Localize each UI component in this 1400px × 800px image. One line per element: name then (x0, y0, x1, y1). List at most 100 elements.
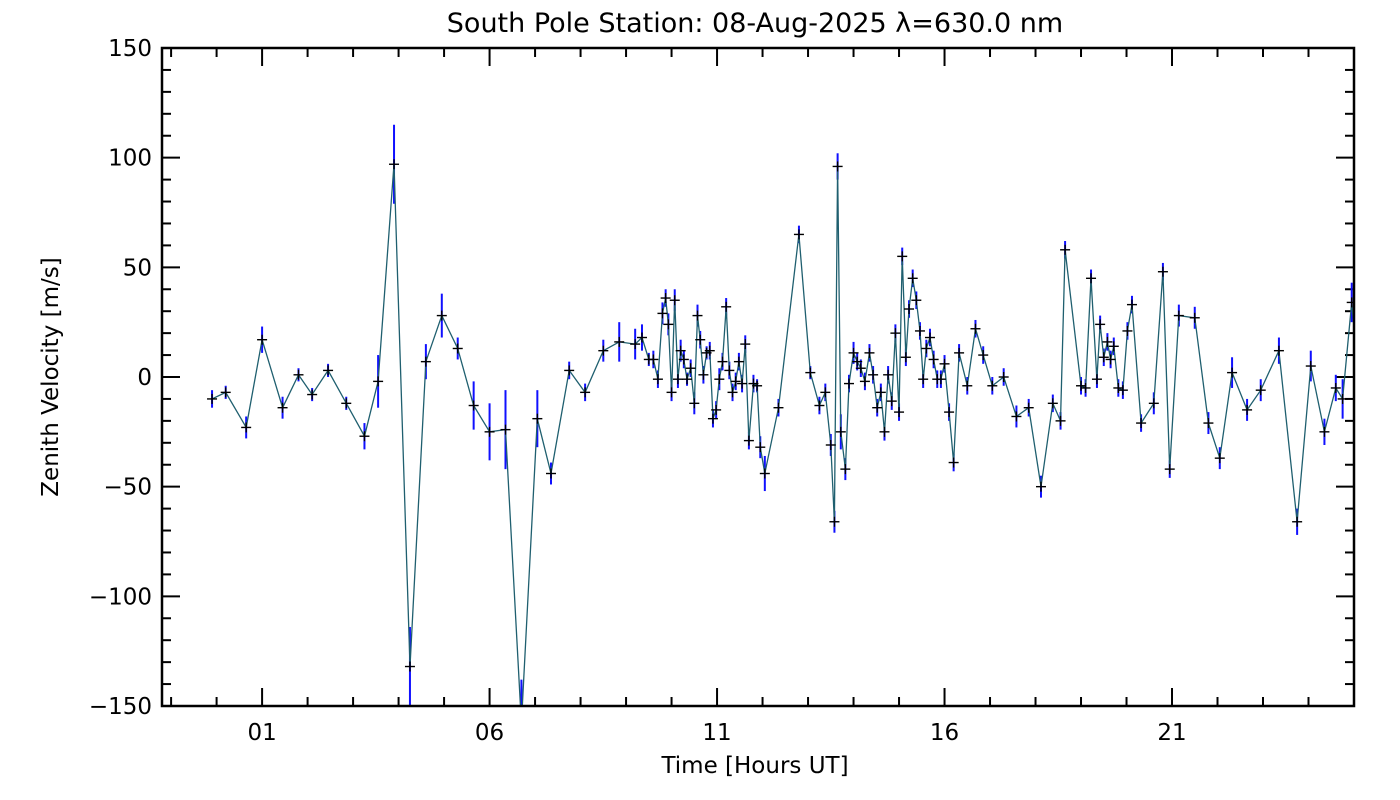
data-point-marker (545, 468, 556, 479)
data-point-marker (1086, 273, 1097, 284)
data-point-marker (580, 387, 591, 398)
data-point-marker (829, 516, 840, 527)
data-point-marker (897, 251, 908, 262)
data-point-marker (532, 413, 543, 424)
data-point-marker (879, 426, 890, 437)
y-axis-label: Zenith Velocity [m/s] (38, 257, 64, 496)
data-point-marker (516, 719, 526, 729)
data-point-marker (730, 376, 741, 387)
data-point-marker (420, 356, 431, 367)
data-point-marker (825, 439, 836, 450)
data-point-marker (241, 422, 252, 433)
data-point-marker (648, 354, 659, 365)
data-point-marker (257, 334, 268, 345)
data-point-marker (724, 365, 735, 376)
data-point-marker (886, 396, 897, 407)
data-point-marker (859, 376, 870, 387)
x-tick-label: 21 (1157, 720, 1186, 746)
data-point-marker (660, 293, 671, 304)
data-point-marker (500, 424, 511, 435)
data-point-marker (468, 400, 479, 411)
plot-frame (160, 46, 1356, 708)
data-point-marker (875, 387, 886, 398)
data-point-marker (755, 442, 766, 453)
data-point-marker (855, 363, 866, 374)
data-point-marker (928, 354, 939, 365)
data-point-marker (404, 661, 415, 672)
data-point-marker (672, 374, 683, 385)
data-point-marker (883, 369, 894, 380)
data-point-marker (872, 402, 883, 413)
data-point-marker (1173, 310, 1184, 321)
tick-labels: 150 100 50 0 −50 −100 −150 01 06 11 16 21 (89, 36, 1187, 746)
data-point-marker (1305, 361, 1316, 372)
data-point-marker (1060, 244, 1071, 255)
data-point-marker (1292, 516, 1303, 527)
y-tick-label: 50 (123, 255, 152, 281)
data-point-marker (907, 273, 918, 284)
data-point-marker (805, 367, 816, 378)
data-point-marker (663, 319, 674, 330)
x-tick-label: 06 (475, 720, 504, 746)
data-point-marker (890, 328, 901, 339)
data-point-marker (636, 332, 647, 343)
data-point-marker (436, 310, 447, 321)
data-point-marker (666, 387, 677, 398)
data-point-marker (962, 380, 973, 391)
data-point-marker (682, 374, 693, 385)
data-point-marker (900, 352, 911, 363)
data-point-marker (698, 369, 709, 380)
data-point-marker (970, 323, 981, 334)
data-point-marker (793, 229, 804, 240)
data-point-marker (1102, 336, 1113, 347)
data-point-marker (689, 398, 700, 409)
data-point-marker (669, 295, 680, 306)
data-point-marker (692, 310, 703, 321)
data-point-marker (1242, 404, 1253, 415)
data-point-marker (717, 356, 728, 367)
data-point-marker (452, 343, 463, 354)
data-point-marker (484, 426, 495, 437)
data-point-marker (714, 374, 725, 385)
chart-title: South Pole Station: 08-Aug-2025 λ=630.0 … (447, 8, 1063, 39)
data-point-marker (711, 404, 722, 415)
data-point-marker (277, 402, 288, 413)
data-point-marker (814, 400, 825, 411)
data-point-marker (1011, 411, 1022, 422)
data-point-marker (207, 393, 218, 404)
data-point-marker (773, 402, 784, 413)
data-point-marker (820, 387, 831, 398)
y-tick-label: 150 (108, 36, 152, 62)
data-point-marker (848, 347, 859, 358)
x-tick-label: 11 (702, 720, 731, 746)
data-point-marker (721, 301, 732, 312)
x-tick-label: 01 (247, 720, 276, 746)
data-point-marker (373, 376, 384, 387)
data-point-marker (1319, 426, 1330, 437)
data-point-marker (1117, 385, 1128, 396)
data-point-marker (843, 378, 854, 389)
data-point-marker (835, 426, 846, 437)
data-point-marker (293, 369, 304, 380)
data-point-marker (1157, 266, 1168, 277)
data-point-marker (1356, 394, 1366, 404)
data-point-marker (341, 398, 352, 409)
data-point-marker (1255, 385, 1266, 396)
data-point-marker (868, 369, 879, 380)
y-tick-label: −100 (89, 584, 152, 610)
data-point-marker (1214, 453, 1225, 464)
data-point-marker (924, 332, 935, 343)
data-point-marker (727, 387, 738, 398)
plot-data (207, 124, 1400, 729)
data-point-marker (1148, 398, 1159, 409)
data-point-marker (1390, 370, 1400, 380)
data-point-marker (939, 358, 950, 369)
data-point-marker (759, 468, 770, 479)
data-point-marker (1126, 299, 1137, 310)
data-point-marker (1346, 297, 1354, 308)
data-point-marker (359, 431, 370, 442)
data-point-marker (921, 343, 932, 354)
x-axis-label: Time [Hours UT] (660, 753, 848, 779)
data-point-marker (987, 380, 998, 391)
data-point-marker (1098, 352, 1109, 363)
